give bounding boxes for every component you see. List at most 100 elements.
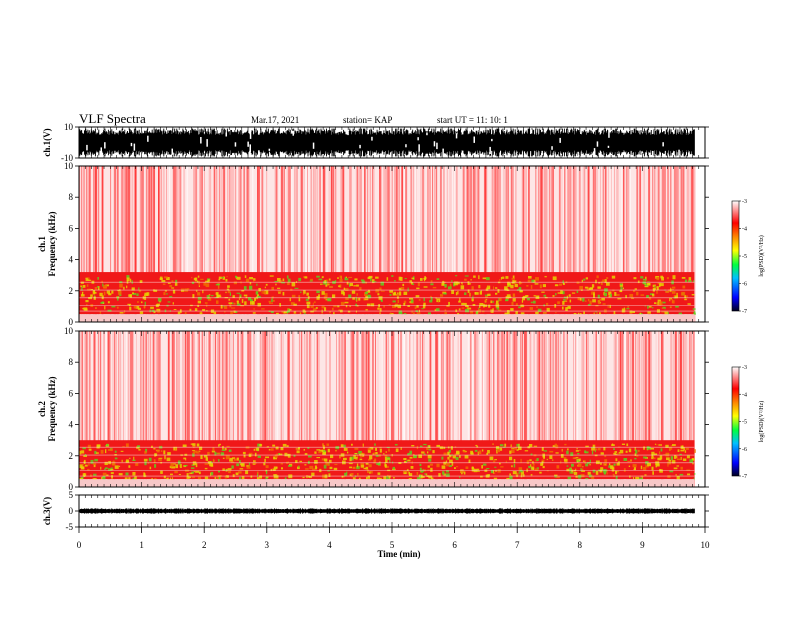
band-speckle — [585, 277, 588, 280]
band-speckle — [246, 465, 249, 467]
noise-streak — [147, 331, 149, 487]
noise-streak — [84, 331, 86, 487]
noise-streak — [428, 166, 429, 322]
band-speckle — [343, 448, 348, 451]
band-speckle — [659, 283, 661, 288]
band-speckle — [625, 295, 627, 299]
band-speckle — [322, 443, 324, 447]
band-speckle — [284, 452, 288, 457]
noise-streak — [140, 331, 142, 487]
band-speckle — [512, 293, 515, 297]
noise-streak — [435, 331, 436, 487]
band-speckle — [271, 298, 273, 302]
band-speckle — [634, 447, 636, 451]
noise-streak — [172, 331, 174, 487]
band-speckle — [632, 464, 637, 468]
band-speckle — [430, 283, 434, 286]
band-speckle — [244, 275, 247, 278]
band-speckle — [654, 302, 657, 305]
band-speckle — [96, 452, 99, 454]
band-speckle — [327, 448, 330, 453]
band-speckle — [222, 446, 224, 450]
band-speckle — [615, 475, 618, 480]
band-speckle — [105, 467, 108, 470]
noise-streak — [289, 166, 291, 322]
band-speckle — [287, 282, 290, 285]
noise-streak — [677, 166, 679, 322]
band-speckle — [137, 307, 141, 310]
band-speckle — [310, 278, 313, 281]
noise-streak — [478, 166, 480, 322]
noise-streak — [514, 331, 516, 487]
trace-gap — [335, 129, 338, 133]
gap-streak — [87, 331, 90, 487]
band-speckle — [603, 447, 606, 451]
noise-streak — [476, 166, 479, 322]
band-speckle — [647, 463, 651, 467]
noise-streak — [366, 331, 367, 487]
band-speckle — [92, 463, 97, 465]
band-speckle — [327, 298, 332, 302]
band-speckle — [380, 281, 384, 286]
band-speckle — [157, 297, 162, 302]
band-speckle — [476, 445, 479, 448]
band-speckle — [162, 283, 166, 285]
noise-streak — [563, 331, 565, 487]
band-speckle — [97, 286, 100, 290]
band-speckle — [667, 312, 669, 316]
noise-streak — [298, 331, 300, 487]
band-speckle — [454, 467, 456, 469]
band-speckle — [412, 312, 415, 315]
band-speckle — [189, 308, 192, 311]
gap-streak — [291, 166, 293, 322]
noise-streak — [86, 331, 88, 487]
band-speckle — [282, 443, 287, 447]
noise-streak — [626, 166, 628, 322]
band-speckle — [102, 302, 104, 304]
band-speckle — [659, 451, 661, 454]
noise-streak — [272, 331, 274, 487]
noise-streak — [488, 331, 490, 487]
y-tick-label: 10 — [64, 326, 74, 336]
band-speckle — [379, 446, 382, 449]
band-speckle — [375, 452, 378, 455]
band-speckle — [271, 286, 274, 291]
band-speckle — [485, 295, 489, 298]
band-speckle — [305, 468, 309, 470]
band-speckle — [601, 297, 605, 301]
band-speckle — [423, 286, 428, 288]
band-speckle — [128, 465, 131, 468]
x-tick-label: 2 — [202, 540, 207, 550]
noise-streak — [541, 331, 543, 487]
band-speckle — [343, 444, 346, 448]
band-speckle — [236, 303, 241, 306]
noise-streak — [120, 331, 122, 487]
band-speckle — [85, 279, 89, 281]
band-speckle — [398, 287, 403, 291]
band-speckle — [670, 298, 672, 300]
band-speckle — [376, 463, 380, 465]
noise-streak — [356, 166, 359, 322]
band-speckle — [137, 445, 141, 448]
band-speckle — [80, 285, 82, 288]
noise-streak — [261, 166, 264, 322]
band-speckle — [557, 292, 562, 294]
band-speckle — [529, 459, 532, 462]
band-speckle — [572, 457, 575, 459]
band-speckle — [394, 280, 396, 282]
noise-streak — [375, 331, 376, 487]
band-speckle — [671, 291, 676, 294]
trace-gap — [380, 153, 382, 157]
noise-streak — [309, 331, 310, 487]
band-speckle — [585, 463, 589, 467]
band-speckle — [111, 461, 116, 466]
noise-streak — [493, 331, 495, 487]
band-speckle — [90, 459, 94, 464]
band-speckle — [274, 280, 278, 283]
noise-streak — [186, 331, 189, 487]
trace-gap — [473, 136, 475, 143]
noise-streak — [87, 166, 89, 322]
band-speckle — [167, 282, 171, 284]
noise-streak — [185, 331, 186, 487]
band-speckle — [325, 283, 328, 287]
